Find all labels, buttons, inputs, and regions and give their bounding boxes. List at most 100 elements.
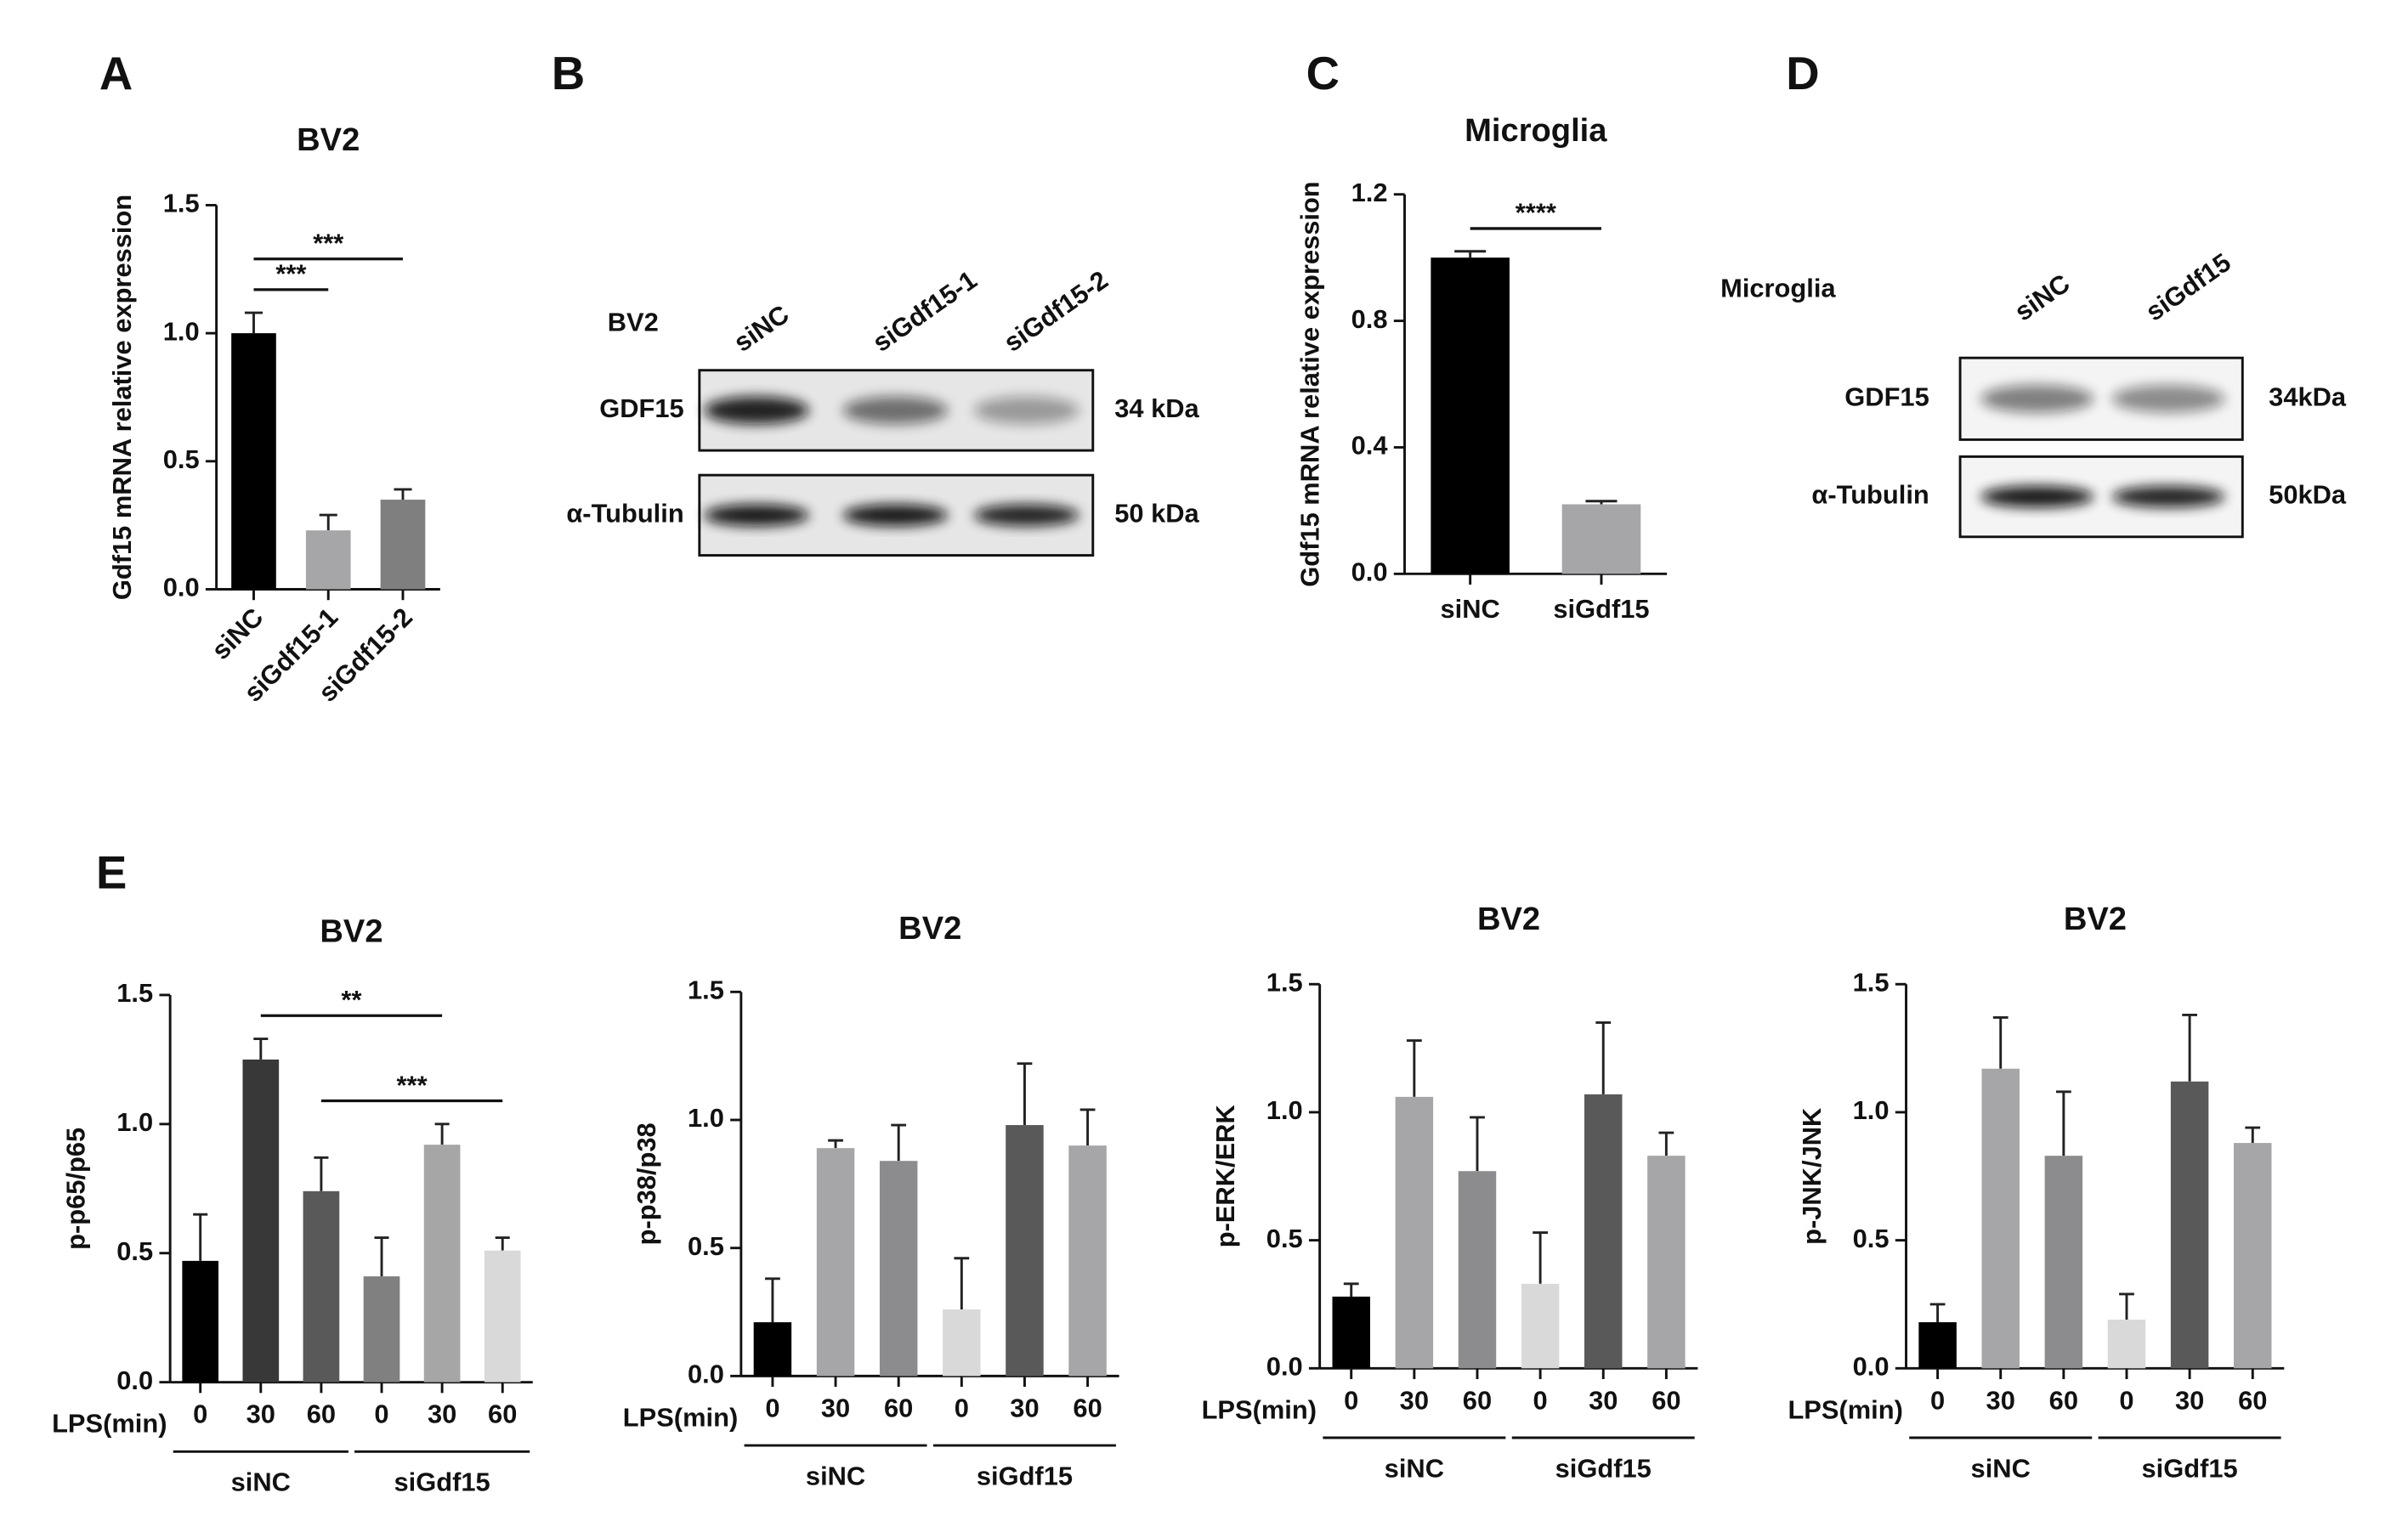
x-tick-label: 30: [246, 1399, 275, 1429]
blot-bands: [1980, 485, 2225, 508]
significance-label: **: [341, 985, 361, 1015]
row-label: GDF15: [1844, 382, 1929, 411]
chart-title: BV2: [2064, 901, 2127, 937]
x-tick-label: 60: [2049, 1385, 2078, 1415]
bar: [1561, 504, 1641, 574]
x-tick-label: 0: [1533, 1385, 1548, 1415]
blot-band: [973, 396, 1079, 425]
group-label: siGdf15: [1555, 1453, 1652, 1483]
bar: [879, 1161, 918, 1377]
chart-title: BV2: [297, 122, 360, 158]
x-tick-label: siNC: [206, 602, 269, 665]
y-tick-label: 0.0: [116, 1366, 153, 1395]
group-label: siNC: [1971, 1453, 2031, 1483]
y-tick-label: 1.0: [1266, 1095, 1303, 1125]
y-axis-label: p-p38/p38: [632, 1122, 661, 1245]
blot-band: [842, 504, 949, 527]
bar: [1431, 257, 1510, 574]
blot-bands: [704, 396, 1079, 425]
x-tick-label: 30: [1589, 1385, 1618, 1415]
x-tick-label: 0: [2119, 1385, 2133, 1415]
row-label: α-Tubulin: [566, 499, 683, 529]
group-label: siGdf15: [2142, 1453, 2238, 1483]
panel-label: D: [1786, 48, 1819, 99]
bar: [305, 530, 351, 590]
y-tick-label: 0.8: [1351, 304, 1388, 334]
y-tick-label: 1.5: [116, 978, 153, 1008]
size-label: 50kDa: [2269, 480, 2347, 510]
y-tick-label: 0.5: [688, 1231, 724, 1261]
row-label: α-Tubulin: [1811, 480, 1929, 510]
y-tick-label: 1.0: [163, 316, 200, 346]
bar: [1395, 1096, 1434, 1369]
x-tick-label: 60: [2238, 1385, 2267, 1415]
lane-label: siGdf15-2: [999, 265, 1113, 358]
x-axis-label: LPS(min): [623, 1402, 738, 1432]
group-label: siNC: [1385, 1453, 1444, 1483]
panel-label: E: [96, 847, 127, 899]
chart-title: BV2: [320, 913, 382, 949]
bar: [1918, 1322, 1957, 1369]
chart-title: BV2: [898, 910, 961, 947]
y-axis-label: Gdf15 mRNA relative expression: [107, 195, 137, 600]
x-tick-label: 30: [2175, 1385, 2204, 1415]
bar: [1068, 1145, 1107, 1377]
bar: [2234, 1143, 2272, 1369]
x-axis-label: LPS(min): [1202, 1394, 1317, 1424]
blot-band: [842, 396, 949, 425]
size-label: 50 kDa: [1114, 499, 1199, 529]
x-tick-label: 60: [1463, 1385, 1492, 1415]
x-tick-label: 30: [1010, 1393, 1039, 1422]
y-tick-label: 1.5: [1266, 967, 1303, 997]
y-axis-label: p-ERK/ERK: [1210, 1105, 1240, 1247]
bar: [1521, 1283, 1560, 1369]
lane-label: siNC: [728, 299, 795, 358]
x-tick-label: 0: [1344, 1385, 1358, 1415]
y-axis-label: p-JNK/JNK: [1797, 1108, 1827, 1245]
bar: [753, 1322, 792, 1377]
lane-label: siNC: [2009, 269, 2076, 327]
y-axis-label: Gdf15 mRNA relative expression: [1295, 181, 1325, 586]
blot-band: [704, 396, 809, 425]
x-tick-label: 60: [884, 1393, 913, 1422]
y-tick-label: 0.0: [1266, 1351, 1303, 1381]
group-label: siGdf15: [977, 1461, 1073, 1490]
y-tick-label: 0.0: [1853, 1351, 1890, 1381]
blot-band: [2111, 485, 2225, 508]
bar: [2044, 1156, 2083, 1369]
y-tick-label: 0.4: [1351, 431, 1388, 461]
y-tick-label: 1.0: [1853, 1095, 1890, 1125]
bar: [1981, 1068, 2020, 1369]
blot-band: [704, 504, 809, 527]
blot-band: [1980, 485, 2094, 508]
bar: [363, 1276, 400, 1383]
panel-label: C: [1306, 48, 1340, 99]
bar: [816, 1148, 855, 1377]
bar: [231, 333, 276, 590]
bar: [1006, 1125, 1044, 1377]
bar: [2107, 1320, 2146, 1369]
bar: [1647, 1156, 1686, 1369]
blot-band: [1980, 384, 2094, 413]
chart-title: Microglia: [1465, 112, 1607, 149]
y-tick-label: 0.5: [116, 1236, 153, 1266]
x-tick-label: 0: [955, 1393, 969, 1422]
x-tick-label: 0: [765, 1393, 779, 1422]
x-tick-label: 30: [1986, 1385, 2015, 1415]
bar: [943, 1309, 981, 1377]
blot-header: BV2: [608, 307, 659, 336]
x-tick-label: 0: [374, 1399, 388, 1429]
x-tick-label: siGdf15: [1553, 594, 1649, 624]
y-tick-label: 1.5: [1853, 967, 1890, 997]
y-tick-label: 1.0: [116, 1107, 153, 1137]
y-tick-label: 0.5: [163, 444, 200, 474]
y-tick-label: 0.0: [163, 573, 200, 602]
size-label: 34kDa: [2269, 382, 2347, 411]
bar: [1458, 1171, 1497, 1369]
significance-label: ****: [1516, 198, 1556, 228]
significance-label: ***: [397, 1070, 428, 1100]
x-axis-label: LPS(min): [1788, 1394, 1902, 1424]
x-tick-label: 60: [307, 1399, 336, 1429]
x-tick-label: 0: [193, 1399, 207, 1429]
group-label: siNC: [231, 1467, 291, 1497]
